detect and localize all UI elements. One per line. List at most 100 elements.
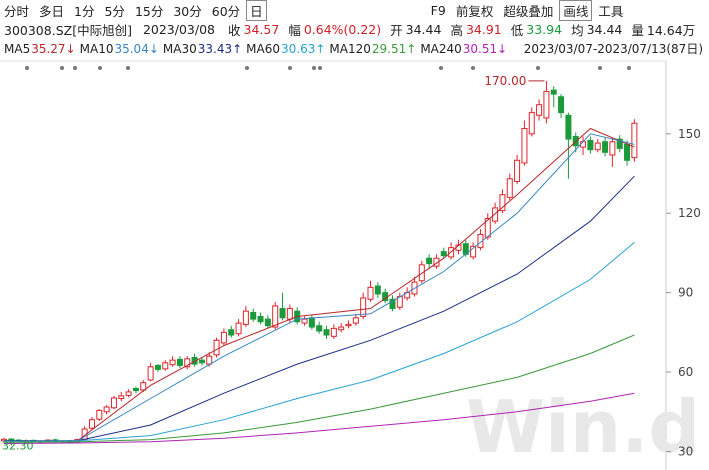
period-button[interactable]: 60分	[211, 3, 241, 19]
candle-body	[118, 395, 125, 400]
candle-body	[147, 366, 154, 381]
period-button[interactable]: 15分	[134, 3, 164, 19]
candle-body	[587, 139, 594, 151]
quote-date: 2023/03/08	[142, 21, 215, 37]
candle-body	[543, 90, 550, 119]
legend-name: MA240	[420, 42, 462, 56]
candle-body	[220, 331, 227, 344]
quote-label: 收	[228, 22, 241, 38]
y-tick-label: 150	[678, 127, 701, 141]
candle-body	[514, 159, 521, 182]
period-button[interactable]: 日	[246, 0, 267, 21]
legend-name: MA30	[162, 42, 197, 56]
y-tick-label: 30	[678, 444, 693, 458]
candle-body	[8, 438, 15, 441]
ma-legend: MA5 35.27↓ MA10 35.04↓ MA30 33.43↑ MA60 30.63↑ M…	[4, 40, 709, 58]
candle-body	[140, 382, 147, 391]
period-button[interactable]: 多日	[39, 3, 65, 19]
legend-value: 30.63↑	[281, 42, 326, 56]
quote-label: 高	[450, 22, 463, 38]
legend-value: 35.27↓	[31, 42, 76, 56]
candle-body	[154, 364, 161, 370]
candle-body	[338, 326, 345, 331]
legend-name: MA60	[246, 42, 280, 56]
quote-label: 幅	[288, 22, 301, 38]
ma-line	[4, 133, 635, 442]
tool-button[interactable]: 工具	[598, 3, 624, 19]
ma-line	[4, 127, 635, 442]
period-button[interactable]: 分时	[4, 3, 30, 19]
candle-body	[536, 104, 543, 116]
ma-line	[3, 334, 635, 443]
candle-body	[323, 329, 330, 336]
candle-body	[308, 317, 315, 328]
candle-body	[228, 329, 235, 336]
candle-body	[477, 233, 484, 249]
candle-body	[88, 419, 95, 429]
candle-body	[499, 194, 506, 212]
quote-value: 14.64万	[646, 22, 696, 38]
period-button[interactable]: 1分	[74, 3, 95, 19]
candle-body	[132, 387, 139, 392]
legend-name: MA5	[4, 42, 31, 56]
candle-body	[470, 245, 477, 258]
candle-body	[624, 143, 631, 161]
candle-body	[184, 358, 191, 368]
candle-body	[286, 308, 293, 320]
tool-button[interactable]: 画线	[559, 0, 593, 21]
candle-body	[558, 96, 565, 114]
candle-body	[198, 359, 205, 364]
quote-label: 开	[390, 22, 403, 38]
tool-button[interactable]: F9	[430, 2, 446, 18]
candle-body	[528, 112, 535, 135]
candle-body	[631, 122, 638, 159]
candle-body	[565, 114, 572, 140]
period-button[interactable]: 5分	[104, 3, 125, 19]
candle-body	[235, 322, 242, 335]
quote-label: 均	[571, 22, 584, 38]
tool-button[interactable]: 前复权	[455, 3, 494, 19]
candle-body	[257, 315, 264, 323]
candle-body	[609, 141, 616, 156]
period-button[interactable]: 30分	[173, 3, 202, 19]
legend-name: MA10	[79, 42, 114, 56]
candle-body	[367, 286, 374, 300]
candle-body	[162, 362, 169, 370]
candle-body	[492, 207, 499, 222]
candle-body	[330, 327, 337, 337]
quote-value: 34.57	[243, 21, 280, 37]
candle-body	[389, 298, 396, 310]
candle-body	[433, 257, 440, 267]
candle-body	[96, 409, 103, 420]
tool-button[interactable]: 超级叠加	[503, 3, 554, 19]
candle-body	[426, 257, 433, 265]
candle-body	[250, 312, 257, 320]
event-markers	[25, 66, 631, 70]
quote-value: 34.44	[586, 21, 623, 37]
candle-body	[213, 339, 220, 356]
candle-body	[506, 178, 513, 198]
y-tick-label: 90	[678, 286, 693, 300]
candle-body	[345, 323, 352, 327]
candle-body	[206, 355, 213, 365]
candle-body	[602, 141, 609, 153]
candle-body	[272, 305, 279, 328]
candle-body	[374, 285, 381, 295]
candle-body	[550, 89, 557, 95]
candle-body	[110, 397, 117, 409]
candle-body	[279, 308, 286, 319]
candle-body	[264, 318, 271, 327]
candle-body	[440, 251, 447, 257]
quote-value: 34.44	[405, 21, 442, 37]
y-tick-label: 60	[678, 365, 693, 379]
candle-body	[594, 142, 601, 151]
ma-line	[3, 392, 635, 444]
quote-label: 低	[510, 22, 524, 38]
legend-value: 29.51↑	[371, 42, 417, 56]
candle-body	[125, 391, 132, 396]
legend-value: 35.04↓	[114, 42, 159, 56]
date-range: 2023/03/07-2023/07/13(87日)	[523, 42, 703, 56]
candle-body	[521, 128, 528, 164]
